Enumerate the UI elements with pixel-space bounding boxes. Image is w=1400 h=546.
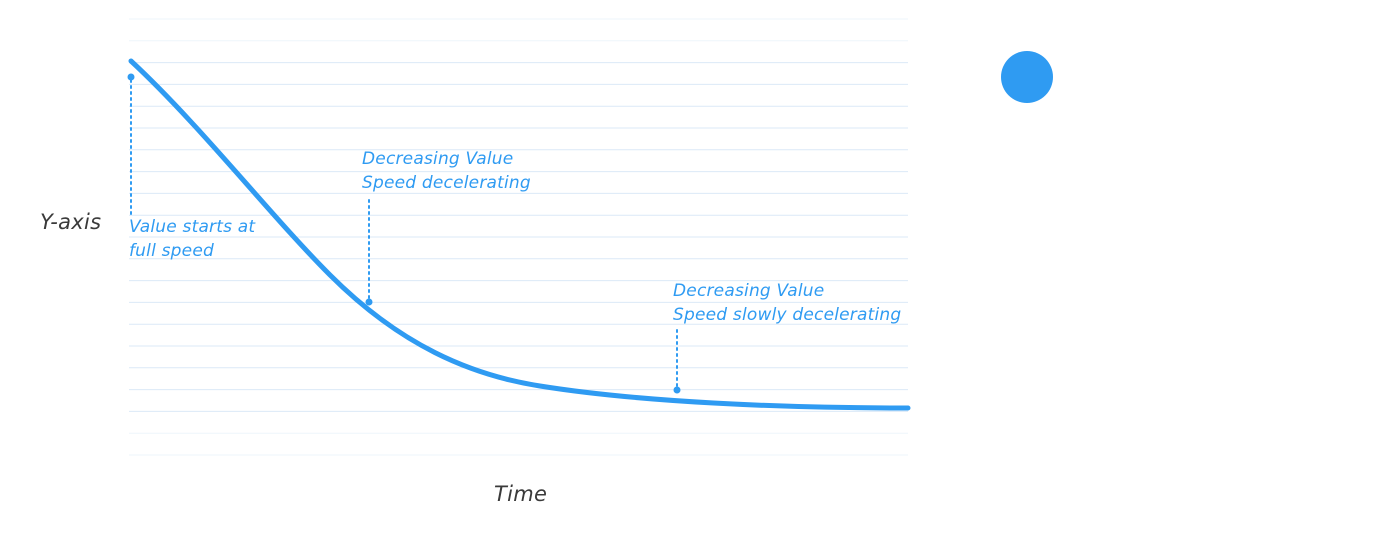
annotation-end: Decreasing Value Speed slowly decelerati… [673,279,901,327]
x-axis-label: Time [494,482,548,506]
annotation-mid-line1: Decreasing Value [362,149,514,169]
annotation-end-line1: Decreasing Value [673,281,825,301]
gridlines [129,18,908,456]
annotation-start-line1: Value starts at [129,217,256,237]
y-axis-label: Y-axis [40,210,102,234]
point-mid [365,298,373,306]
annotation-start: Value starts at full speed [129,215,255,263]
annotation-end-line2: Speed slowly decelerating [673,305,902,325]
point-start [127,73,135,81]
annotation-mid: Decreasing Value Speed decelerating [362,147,531,195]
deceleration-curve [128,58,911,411]
annotation-mid-line2: Speed decelerating [362,173,531,193]
point-end [673,386,681,394]
animated-ball-icon [1001,51,1053,103]
annotation-start-line2: full speed [129,241,214,261]
